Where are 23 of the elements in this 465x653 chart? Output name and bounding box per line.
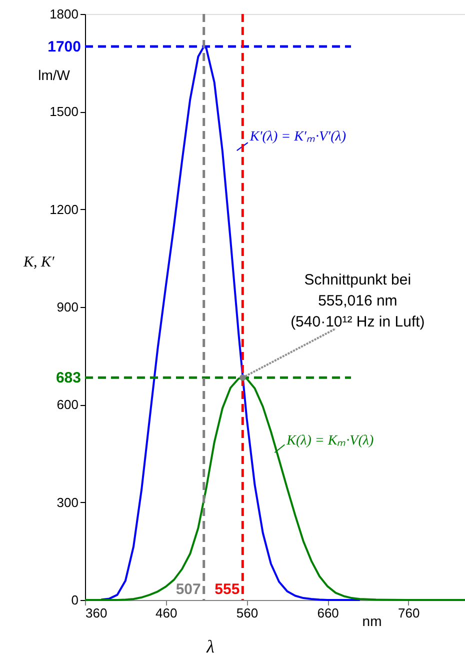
- ref-line-label: 555: [214, 581, 240, 598]
- y-tick-label: 300: [56, 494, 78, 510]
- x-tick-label: 760: [398, 606, 420, 620]
- y-tick-label: 0: [71, 592, 78, 608]
- ref-line-label: 1700: [48, 38, 81, 56]
- x-tick-label: 560: [236, 606, 258, 620]
- ref-line-label: 683: [56, 370, 81, 387]
- ref-line-label: 507: [176, 581, 201, 598]
- text: lm/W: [38, 67, 71, 83]
- legend-label: K′(λ) = K′ₘ·V′(λ): [248, 130, 346, 145]
- legend-label: K(λ) = Kₘ·V(λ): [286, 434, 374, 449]
- y-tick-label: 600: [56, 397, 78, 412]
- y-tick-label: 1200: [50, 202, 78, 217]
- x-tick-label: 360: [86, 606, 108, 620]
- x-tick-label: 660: [317, 606, 339, 620]
- x-axis-title: λ: [206, 636, 215, 653]
- x-tick-label: 460: [156, 606, 178, 620]
- y-axis-title: K, K′: [22, 254, 56, 270]
- y-tick-label: 1800: [50, 6, 78, 22]
- y-tick-label: 1500: [50, 104, 78, 120]
- annotation: Schnittpunkt bei 555,016 nm (540·10¹² Hz in Luft): [290, 272, 425, 331]
- text: nm: [362, 613, 382, 629]
- y-tick-label: 900: [56, 300, 78, 314]
